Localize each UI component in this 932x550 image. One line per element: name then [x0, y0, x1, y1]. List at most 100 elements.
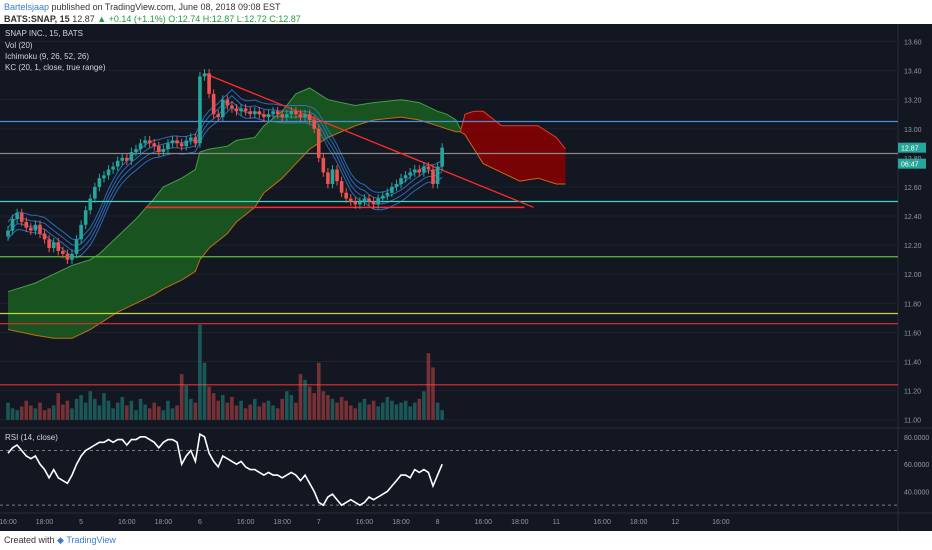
candle-body: [65, 253, 70, 260]
tradingview-logo-icon: ◆: [57, 535, 64, 545]
ticker-symbol: BATS:SNAP, 15: [4, 14, 70, 24]
chart-canvas[interactable]: 13.6013.4013.2013.0012.8012.6012.4012.20…: [0, 24, 932, 531]
volume-bar: [24, 400, 29, 420]
candle-body: [431, 169, 435, 185]
candle-body: [47, 239, 51, 249]
ohlc-values: O:12.74 H:12.87 L:12.72 C:12.87: [168, 14, 301, 24]
candle-body: [358, 201, 362, 205]
candle-body: [362, 198, 367, 202]
time-tick-label: 6: [198, 519, 202, 526]
candle-body: [120, 157, 125, 161]
volume-bar: [88, 391, 93, 420]
candle-body: [102, 175, 106, 179]
candle-body: [24, 221, 29, 228]
volume-bar: [225, 402, 230, 420]
volume-bar: [97, 405, 102, 420]
volume-bar: [207, 386, 211, 420]
volume-bar: [166, 400, 170, 420]
volume-bar: [339, 396, 344, 420]
volume-bar: [385, 396, 390, 420]
candle-body: [408, 172, 412, 176]
volume-bar: [147, 408, 152, 420]
author-link[interactable]: Bartelsjaap: [4, 2, 50, 12]
candle-body: [42, 233, 47, 240]
volume-bar: [248, 404, 253, 420]
indicator-label: KC (20, 1, close, true range): [5, 63, 106, 72]
volume-bar: [175, 405, 179, 420]
volume-bar: [79, 395, 83, 420]
volume-bar: [330, 398, 335, 420]
candle-body: [134, 149, 138, 153]
volume-bar: [111, 408, 115, 420]
volume-bar: [252, 398, 257, 420]
time-tick-label: 16:00: [712, 519, 730, 526]
rsi-line: [7, 432, 443, 507]
candle-body: [106, 169, 111, 176]
volume-bar: [376, 406, 380, 420]
volume-bar: [61, 404, 65, 420]
volume-bar: [42, 410, 47, 420]
volume-bar: [38, 402, 42, 420]
rsi-tick-label: 40.0000: [904, 490, 929, 497]
volume-bar: [56, 393, 61, 420]
candle-body: [202, 73, 207, 77]
candle-body: [284, 114, 289, 118]
time-tick-label: 18:00: [36, 519, 54, 526]
volume-bar: [234, 405, 239, 420]
tradingview-link[interactable]: TradingView: [66, 535, 116, 545]
candle-body: [390, 186, 394, 193]
publish-line: Bartelsjaap published on TradingView.com…: [4, 2, 281, 12]
price-tick-label: 11.00: [904, 418, 921, 425]
price-tick-label: 11.20: [904, 389, 921, 396]
candle-body: [125, 157, 129, 161]
volume-bar: [417, 398, 422, 420]
volume-bar: [93, 398, 97, 420]
volume-bar: [143, 404, 147, 420]
candle-body: [184, 140, 189, 147]
footer: Created with ◆ TradingView: [4, 535, 116, 546]
candle-body: [38, 224, 42, 234]
volume-bar: [102, 393, 106, 420]
volume-bar: [307, 386, 312, 420]
ichimoku-cloud-bull-edge: [7, 87, 461, 293]
price-tick-label: 12.20: [904, 243, 922, 250]
candle-body: [143, 140, 147, 144]
volume-bar: [440, 410, 444, 420]
publish-text: published on TradingView.com, June 08, 2…: [51, 2, 281, 12]
time-tick-label: 16:00: [118, 519, 136, 526]
candle-body: [211, 93, 216, 115]
volume-bar: [170, 408, 175, 420]
candle-body: [252, 111, 257, 115]
candle-body: [56, 242, 61, 251]
candle-body: [19, 213, 24, 222]
candle-body: [198, 76, 202, 144]
candle-body: [298, 114, 303, 118]
ichimoku-cloud-bear-edge: [460, 131, 566, 185]
volume-bar: [239, 400, 243, 420]
volume-bar: [298, 374, 303, 420]
volume-bar: [367, 404, 371, 420]
candle-body: [339, 181, 344, 193]
indicator-label: Ichimoku (9, 26, 52, 26): [5, 52, 89, 61]
volume-bar: [198, 324, 202, 420]
candle-body: [79, 224, 83, 240]
volume-bar: [83, 402, 88, 420]
volume-bar: [403, 400, 408, 420]
volume-bar: [138, 398, 143, 420]
ichimoku-cloud-bear-edge: [459, 110, 566, 150]
volume-bar: [152, 402, 157, 420]
price-tick-label: 13.20: [904, 98, 922, 105]
time-tick-label: 18:00: [155, 519, 173, 526]
ticker-line: BATS:SNAP, 15 12.87 ▲ +0.14 (+1.1%) O:12…: [4, 14, 301, 24]
volume-bar: [399, 402, 403, 420]
candle-body: [93, 186, 97, 199]
time-tick-label: 18:00: [392, 519, 410, 526]
volume-bar: [216, 400, 221, 420]
symbol-label: SNAP INC., 15, BATS: [5, 29, 83, 38]
price-tick-label: 12.40: [904, 214, 922, 221]
volume-bar: [316, 362, 321, 420]
candle-body: [166, 143, 170, 150]
volume-bar: [211, 393, 216, 420]
price-label: 12.87: [901, 146, 919, 153]
volume-bar: [431, 367, 435, 420]
